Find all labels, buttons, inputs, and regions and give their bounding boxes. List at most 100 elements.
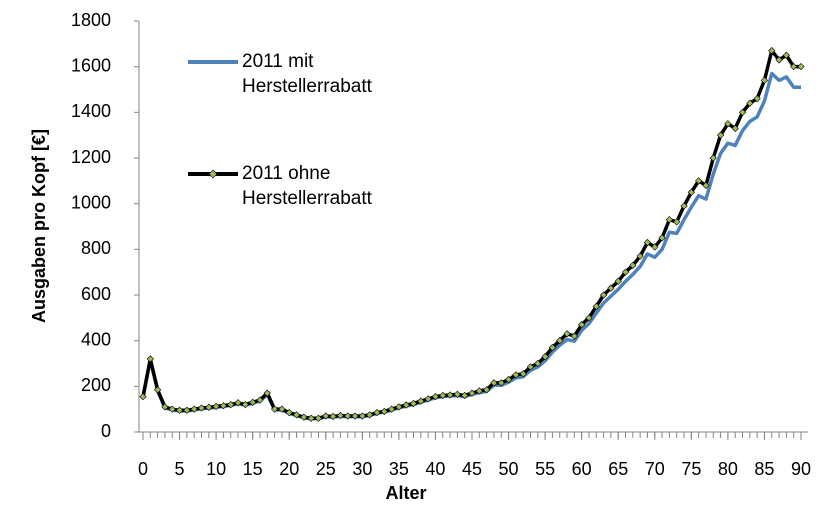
series-marker bbox=[607, 284, 615, 292]
series-marker bbox=[746, 99, 754, 107]
y-tick-label: 1600 bbox=[71, 55, 111, 75]
series-marker bbox=[439, 391, 447, 400]
series-marker bbox=[731, 124, 739, 132]
x-tick-label: 45 bbox=[462, 459, 482, 479]
y-tick-label: 1200 bbox=[71, 147, 111, 167]
y-tick-label: 200 bbox=[81, 375, 111, 395]
x-tick-label: 20 bbox=[279, 459, 299, 479]
series-marker bbox=[373, 408, 381, 417]
series-marker bbox=[212, 402, 220, 411]
series-marker bbox=[548, 343, 557, 352]
x-tick-label: 25 bbox=[316, 459, 336, 479]
series-marker bbox=[482, 386, 491, 394]
series-marker bbox=[738, 108, 747, 116]
x-tick-label: 55 bbox=[535, 459, 555, 479]
series-marker bbox=[475, 387, 483, 395]
series-marker bbox=[760, 76, 769, 84]
series-marker bbox=[329, 412, 337, 421]
series-marker bbox=[702, 181, 710, 190]
series-marker bbox=[468, 389, 476, 397]
series-line bbox=[141, 71, 801, 421]
series-marker bbox=[709, 154, 717, 162]
series-marker bbox=[461, 391, 469, 400]
y-tick-label: 1400 bbox=[71, 101, 111, 121]
y-tick-label: 400 bbox=[81, 329, 111, 349]
series-marker bbox=[753, 95, 761, 103]
series-marker bbox=[197, 404, 206, 412]
series-marker bbox=[241, 400, 249, 409]
series-marker bbox=[541, 353, 549, 361]
series-marker bbox=[497, 379, 505, 387]
series-line bbox=[141, 48, 801, 421]
x-tick-label: 60 bbox=[572, 459, 592, 479]
series-marker bbox=[153, 386, 162, 394]
y-tick-label: 1000 bbox=[71, 192, 111, 212]
x-tick-label: 10 bbox=[206, 459, 226, 479]
series-marker bbox=[673, 218, 681, 226]
series-marker bbox=[556, 337, 564, 345]
series-marker bbox=[234, 399, 242, 407]
series-marker bbox=[161, 403, 169, 411]
series-marker bbox=[614, 277, 622, 285]
x-tick-label: 70 bbox=[645, 459, 665, 479]
y-tick-label: 600 bbox=[81, 284, 111, 304]
series-marker bbox=[219, 402, 228, 410]
series-marker bbox=[680, 202, 688, 210]
series-marker bbox=[578, 321, 586, 329]
x-tick-label: 50 bbox=[499, 459, 519, 479]
series-marker bbox=[358, 412, 366, 420]
series-marker bbox=[336, 411, 345, 420]
x-tick-label: 75 bbox=[681, 459, 701, 479]
x-tick-label: 35 bbox=[389, 459, 409, 479]
series-marker bbox=[139, 392, 147, 401]
series-marker bbox=[417, 397, 425, 405]
series-marker bbox=[183, 406, 191, 414]
series-marker bbox=[314, 414, 323, 422]
series-marker bbox=[366, 411, 374, 419]
series-marker bbox=[446, 391, 454, 399]
series-marker bbox=[504, 375, 513, 384]
series-marker bbox=[695, 177, 703, 185]
series-marker bbox=[775, 56, 783, 64]
x-tick-label: 30 bbox=[352, 459, 372, 479]
series-marker bbox=[534, 359, 542, 368]
series-marker bbox=[431, 392, 440, 401]
series-marker bbox=[263, 389, 271, 397]
series-marker bbox=[797, 63, 805, 71]
series-marker bbox=[205, 403, 213, 411]
series-marker bbox=[512, 371, 520, 379]
x-tick-label: 0 bbox=[138, 459, 148, 479]
y-tick-label: 800 bbox=[81, 238, 111, 258]
series-marker bbox=[424, 395, 432, 403]
series-marker bbox=[146, 355, 154, 363]
series-marker bbox=[658, 234, 666, 242]
x-tick-label: 15 bbox=[243, 459, 263, 479]
series-marker bbox=[300, 413, 308, 421]
series-marker bbox=[651, 243, 659, 251]
series-marker bbox=[168, 405, 176, 413]
series-marker bbox=[322, 412, 330, 420]
series-marker bbox=[643, 238, 652, 247]
series-marker bbox=[190, 405, 198, 413]
series-marker bbox=[636, 252, 644, 260]
series-marker bbox=[599, 291, 608, 299]
series-marker bbox=[519, 370, 527, 378]
series-marker bbox=[453, 390, 462, 398]
series-marker bbox=[768, 47, 776, 55]
series-marker bbox=[790, 63, 798, 71]
x-tick-label: 5 bbox=[175, 459, 185, 479]
series-marker bbox=[592, 302, 600, 311]
series-marker bbox=[526, 363, 535, 371]
legend-label: 2011 ohne Herstellerrabatt bbox=[242, 163, 372, 209]
series-marker bbox=[249, 398, 257, 406]
series-marker bbox=[409, 399, 418, 408]
series-marker bbox=[285, 408, 293, 417]
x-tick-label: 65 bbox=[608, 459, 628, 479]
series-marker bbox=[344, 412, 352, 420]
x-tick-label: 40 bbox=[425, 459, 445, 479]
series-marker bbox=[256, 396, 264, 404]
series-marker bbox=[724, 120, 732, 128]
series-marker bbox=[621, 268, 630, 276]
